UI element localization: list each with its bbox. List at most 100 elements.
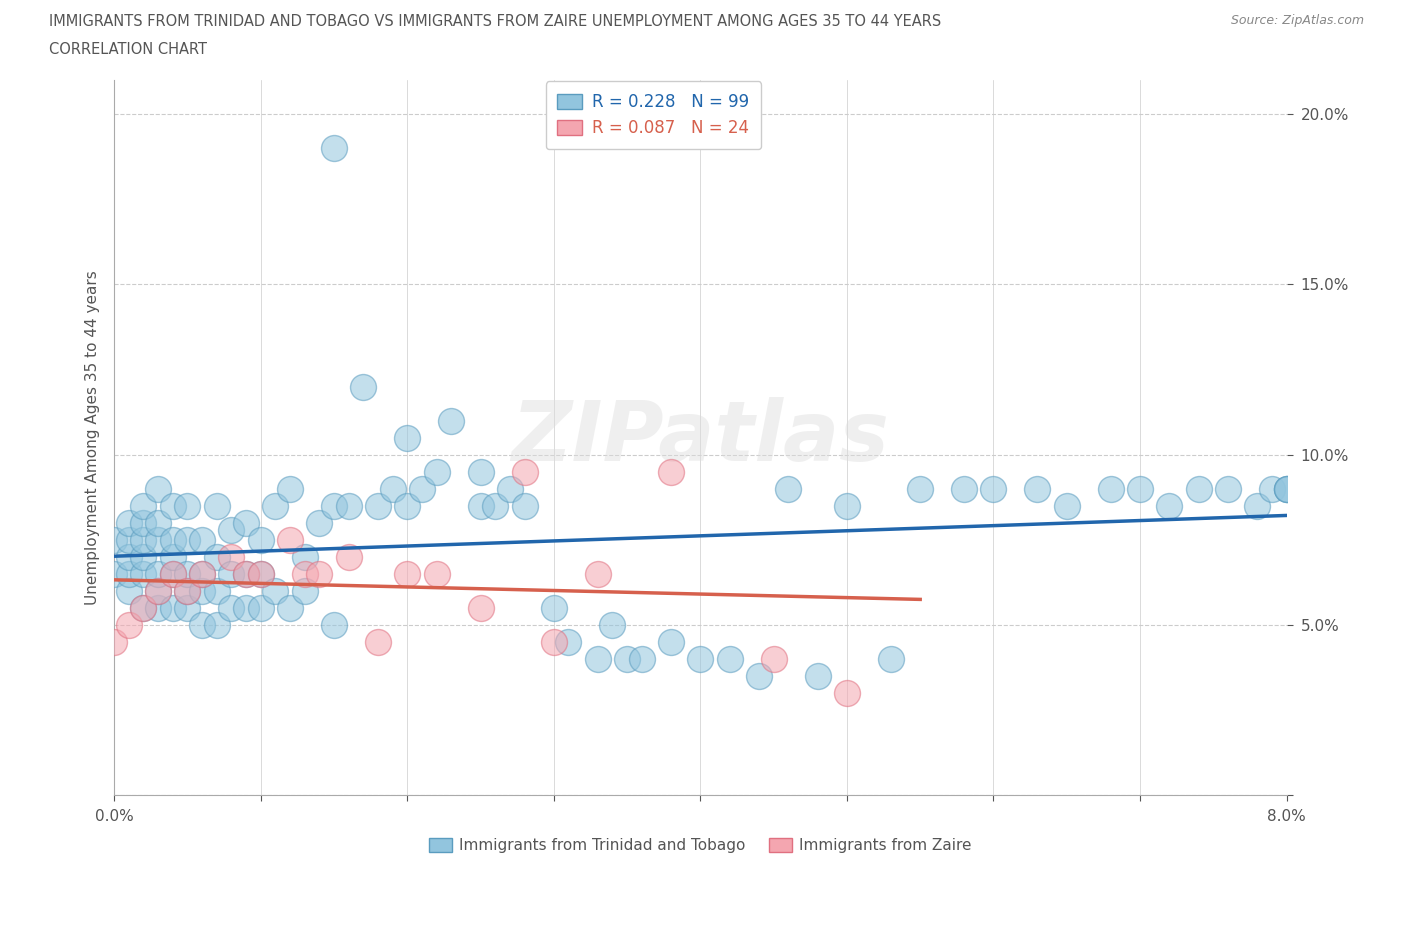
- Point: [396, 566, 419, 581]
- Point: [983, 482, 1005, 497]
- Point: [1275, 482, 1298, 497]
- Point: [543, 634, 565, 649]
- Point: [118, 532, 141, 547]
- Point: [367, 634, 389, 649]
- Point: [1216, 482, 1239, 497]
- Point: [118, 566, 141, 581]
- Point: [132, 566, 155, 581]
- Point: [264, 583, 287, 598]
- Point: [264, 498, 287, 513]
- Point: [118, 550, 141, 565]
- Point: [294, 566, 316, 581]
- Point: [953, 482, 976, 497]
- Point: [308, 566, 330, 581]
- Point: [176, 532, 198, 547]
- Point: [235, 601, 257, 616]
- Point: [426, 464, 449, 479]
- Point: [176, 583, 198, 598]
- Point: [835, 498, 858, 513]
- Point: [778, 482, 800, 497]
- Point: [630, 652, 652, 667]
- Point: [513, 464, 536, 479]
- Point: [205, 583, 228, 598]
- Point: [470, 601, 492, 616]
- Point: [659, 464, 682, 479]
- Point: [132, 601, 155, 616]
- Point: [146, 583, 169, 598]
- Point: [176, 601, 198, 616]
- Point: [337, 498, 360, 513]
- Point: [308, 515, 330, 530]
- Point: [132, 601, 155, 616]
- Point: [835, 685, 858, 700]
- Point: [205, 618, 228, 632]
- Point: [426, 566, 449, 581]
- Point: [1275, 482, 1298, 497]
- Point: [557, 634, 579, 649]
- Point: [396, 498, 419, 513]
- Text: ZIPatlas: ZIPatlas: [512, 397, 890, 478]
- Point: [235, 566, 257, 581]
- Point: [249, 566, 271, 581]
- Point: [132, 532, 155, 547]
- Text: IMMIGRANTS FROM TRINIDAD AND TOBAGO VS IMMIGRANTS FROM ZAIRE UNEMPLOYMENT AMONG : IMMIGRANTS FROM TRINIDAD AND TOBAGO VS I…: [49, 14, 942, 29]
- Point: [205, 498, 228, 513]
- Point: [352, 379, 374, 394]
- Point: [146, 601, 169, 616]
- Point: [118, 618, 141, 632]
- Point: [807, 669, 830, 684]
- Point: [278, 532, 301, 547]
- Point: [118, 583, 141, 598]
- Text: CORRELATION CHART: CORRELATION CHART: [49, 42, 207, 57]
- Point: [146, 566, 169, 581]
- Point: [323, 140, 346, 155]
- Point: [689, 652, 711, 667]
- Point: [762, 652, 785, 667]
- Point: [440, 413, 463, 428]
- Point: [586, 652, 609, 667]
- Point: [191, 583, 214, 598]
- Point: [132, 515, 155, 530]
- Point: [162, 498, 184, 513]
- Point: [1129, 482, 1152, 497]
- Point: [103, 566, 125, 581]
- Point: [294, 583, 316, 598]
- Point: [235, 566, 257, 581]
- Point: [470, 498, 492, 513]
- Point: [235, 515, 257, 530]
- Point: [1261, 482, 1284, 497]
- Point: [249, 532, 271, 547]
- Point: [470, 464, 492, 479]
- Point: [191, 566, 214, 581]
- Point: [176, 583, 198, 598]
- Point: [221, 601, 243, 616]
- Point: [411, 482, 433, 497]
- Point: [146, 532, 169, 547]
- Point: [205, 550, 228, 565]
- Point: [132, 550, 155, 565]
- Point: [118, 515, 141, 530]
- Point: [1099, 482, 1122, 497]
- Point: [162, 566, 184, 581]
- Point: [191, 566, 214, 581]
- Point: [718, 652, 741, 667]
- Point: [146, 583, 169, 598]
- Point: [221, 522, 243, 537]
- Point: [1275, 482, 1298, 497]
- Point: [748, 669, 770, 684]
- Point: [162, 550, 184, 565]
- Point: [616, 652, 638, 667]
- Legend: Immigrants from Trinidad and Tobago, Immigrants from Zaire: Immigrants from Trinidad and Tobago, Imm…: [423, 831, 979, 859]
- Point: [484, 498, 506, 513]
- Point: [221, 550, 243, 565]
- Point: [278, 601, 301, 616]
- Point: [278, 482, 301, 497]
- Point: [499, 482, 522, 497]
- Point: [294, 550, 316, 565]
- Point: [162, 601, 184, 616]
- Point: [132, 498, 155, 513]
- Point: [1246, 498, 1268, 513]
- Point: [162, 532, 184, 547]
- Point: [103, 634, 125, 649]
- Text: Source: ZipAtlas.com: Source: ZipAtlas.com: [1230, 14, 1364, 27]
